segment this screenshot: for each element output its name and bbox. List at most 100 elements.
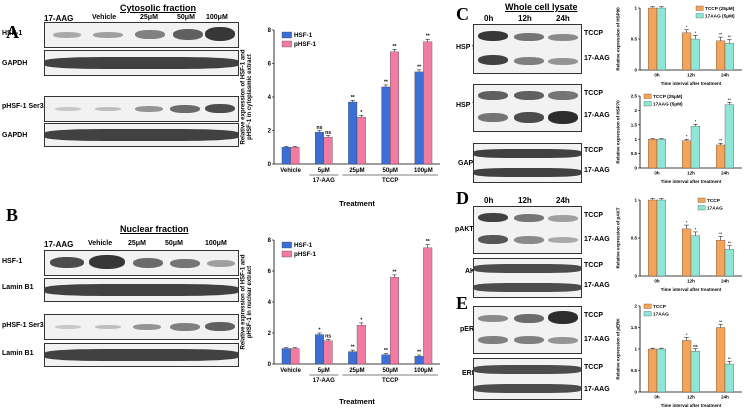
x-tick-label: 50μM — [383, 168, 398, 174]
blot-col-label: Vehicle — [92, 14, 117, 21]
bar — [381, 86, 391, 165]
blot-sub-label: TCCP — [584, 90, 604, 97]
legend-label: TCCP — [653, 304, 666, 310]
bar — [290, 147, 300, 165]
blot-strip — [44, 343, 239, 367]
significance-mark: * — [695, 31, 697, 35]
y-tick-label: 1 — [634, 137, 637, 142]
bar — [716, 40, 726, 71]
blot-row-label: HSF-1 — [2, 258, 23, 265]
blot-row-label: HSF-1 — [2, 30, 23, 37]
y-tick-label: 1 — [634, 347, 637, 352]
y-tick-label: 2.5 — [631, 94, 638, 99]
y-tick-label: 1 — [634, 198, 637, 203]
y-tick-label: 2 — [634, 108, 637, 113]
blot-sub-label: 17-AAG — [584, 167, 610, 174]
blot-row-label: AKT — [465, 268, 479, 275]
y-axis-label-line: pHSF-1 in cytoplasmic extract — [247, 54, 253, 140]
group-label: 17-AAG — [313, 178, 335, 184]
blot-strip — [473, 258, 582, 298]
bar — [648, 348, 658, 393]
legend-label: 17AAG (5μM) — [653, 101, 683, 107]
significance-mark: ** — [384, 348, 388, 354]
bar — [724, 104, 734, 169]
y-tick-label: 0.5 — [631, 151, 638, 156]
legend-swatch — [281, 250, 292, 258]
x-tick-label: 12h — [687, 171, 695, 176]
blot-row-label: Lamin B1 — [2, 284, 34, 291]
blot-row-label: GAPDH — [2, 132, 28, 139]
x-axis-label: Time interval after treatment — [661, 287, 722, 292]
bar — [648, 7, 658, 71]
bar — [716, 240, 726, 277]
legend-label: TCCP — [707, 198, 720, 204]
blot-strip — [44, 50, 239, 76]
y-tick-label: 0 — [634, 390, 637, 395]
significance-mark: ** — [426, 34, 430, 40]
bar — [724, 43, 734, 71]
significance-mark: ** — [728, 357, 731, 361]
legend-swatch — [695, 5, 704, 11]
bar — [724, 249, 734, 277]
significance-mark: * — [695, 120, 697, 124]
bar — [724, 363, 734, 393]
y-tick-label: 6 — [268, 269, 272, 275]
y-axis-label: Relative expression of HSF-1 andpHSF-1 i… — [240, 49, 253, 144]
significance-mark: ** — [719, 139, 722, 143]
blot-col-label: Vehicle — [88, 240, 113, 247]
x-tick-label: 0h — [654, 279, 660, 284]
blot-row-label: GAPDH — [458, 160, 484, 167]
x-tick-label: 50μM — [383, 368, 398, 374]
blot-time-label: 0h — [484, 14, 494, 23]
blot-sub-label: 17-AAG — [584, 236, 610, 243]
significance-mark: ** — [728, 98, 731, 102]
legend-swatch — [643, 93, 652, 99]
x-tick-label: 5μM — [318, 368, 330, 374]
bar — [690, 235, 700, 277]
significance-mark: ns — [317, 125, 323, 131]
blot-time-label: 12h — [518, 196, 532, 205]
y-tick-label: 1 — [634, 6, 637, 11]
x-tick-label: 12h — [687, 279, 695, 284]
x-tick-label: 24h — [721, 73, 729, 78]
x-tick-label: 0h — [654, 73, 660, 78]
significance-mark: * — [686, 333, 688, 337]
group-label: 17-AAG — [313, 378, 335, 384]
significance-mark: * — [695, 227, 697, 231]
bar — [281, 348, 291, 365]
significance-mark: ns — [325, 334, 331, 340]
legend-swatch — [281, 241, 292, 249]
bar — [281, 147, 291, 165]
y-axis-label: Relative expression of HSF-1 andpHSF-1 i… — [240, 254, 253, 349]
bar — [648, 139, 658, 169]
legend-swatch — [697, 197, 706, 203]
x-axis-label: Time interval after treatment — [661, 403, 722, 408]
y-axis-label: Relative expression of HSP90 — [616, 7, 621, 71]
blot-sub-label: TCCP — [584, 147, 604, 154]
significance-mark: ** — [393, 269, 397, 275]
x-tick-label: Vehicle — [280, 368, 301, 374]
x-tick-label: 24h — [721, 395, 729, 400]
y-axis-label-line: pHSF-1 in nuclear extract — [247, 266, 253, 338]
legend-label: 17AAG (5μM) — [705, 13, 735, 19]
legend-swatch — [643, 101, 652, 107]
blot-sub-label: 17-AAG — [584, 386, 610, 393]
significance-mark: ** — [393, 44, 397, 50]
y-axis-label-line: Relative expression of HSF-1 and — [240, 254, 246, 349]
blot-col-label: 25μM — [140, 14, 158, 21]
panel-b-title: Nuclear fraction — [120, 224, 189, 234]
blot-row-label: GAPDH — [2, 60, 28, 67]
significance-mark: ** — [719, 33, 722, 37]
blot-time-label: 0h — [484, 196, 494, 205]
panel-letter-a: A — [6, 22, 19, 42]
significance-mark: ** — [351, 345, 355, 351]
blot-col-label: 17-AAG — [44, 240, 74, 249]
y-tick-label: 4 — [268, 300, 272, 306]
blot-col-label: 50μM — [165, 240, 183, 247]
bar — [423, 41, 433, 165]
blot-strip — [473, 84, 582, 132]
y-tick-label: 1.5 — [631, 325, 638, 330]
blot-strip — [44, 314, 239, 340]
